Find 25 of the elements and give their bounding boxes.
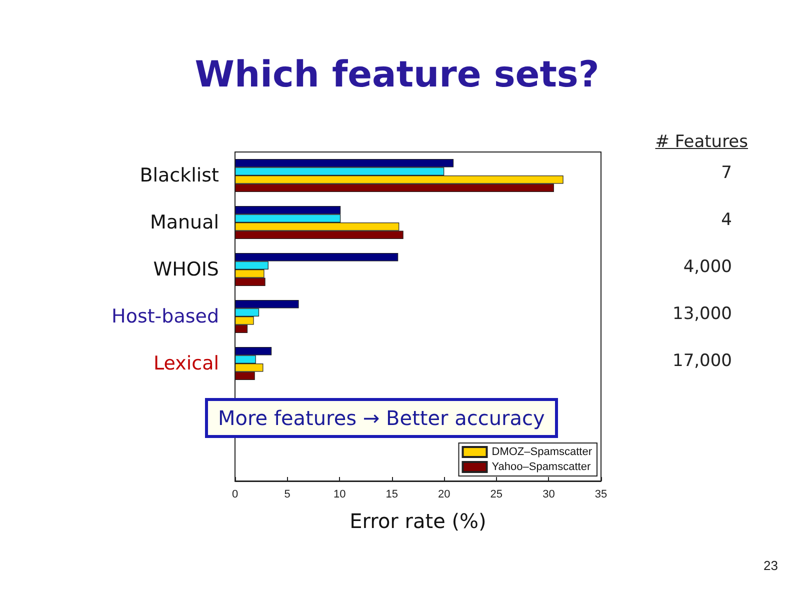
- x-tick-label: 10: [333, 488, 346, 500]
- text: 7: [721, 163, 732, 183]
- x-axis-title: Error rate (%): [350, 509, 486, 533]
- y-tick-label: Blacklist: [140, 164, 219, 186]
- x-tick-label: 35: [594, 488, 608, 500]
- x-tick-label: 15: [386, 488, 398, 500]
- text: 23: [764, 558, 778, 573]
- x-tick-label: 5: [284, 488, 290, 500]
- x-tick-label: 0: [232, 488, 238, 500]
- y-tick-label: WHOIS: [153, 258, 219, 280]
- text: # Features: [655, 132, 748, 152]
- y-tick-label: Lexical: [154, 352, 219, 374]
- annotation: More features → Better accuracy: [205, 398, 558, 438]
- legend-label: DMOZ–Spamscatter: [492, 446, 592, 458]
- x-tick-label: 30: [542, 488, 555, 500]
- text: 4: [721, 210, 732, 230]
- y-tick-label: Manual: [150, 212, 219, 234]
- text: 13,000: [672, 304, 732, 324]
- x-tick-label: 20: [438, 488, 450, 500]
- text: 4,000: [683, 257, 732, 277]
- text: 17,000: [672, 351, 732, 371]
- legend-label: Yahoo–Spamscatter: [492, 461, 591, 473]
- chart-title: Which feature sets?: [194, 54, 600, 96]
- y-tick-label: Host-based: [112, 306, 219, 328]
- x-tick-label: 25: [490, 488, 503, 500]
